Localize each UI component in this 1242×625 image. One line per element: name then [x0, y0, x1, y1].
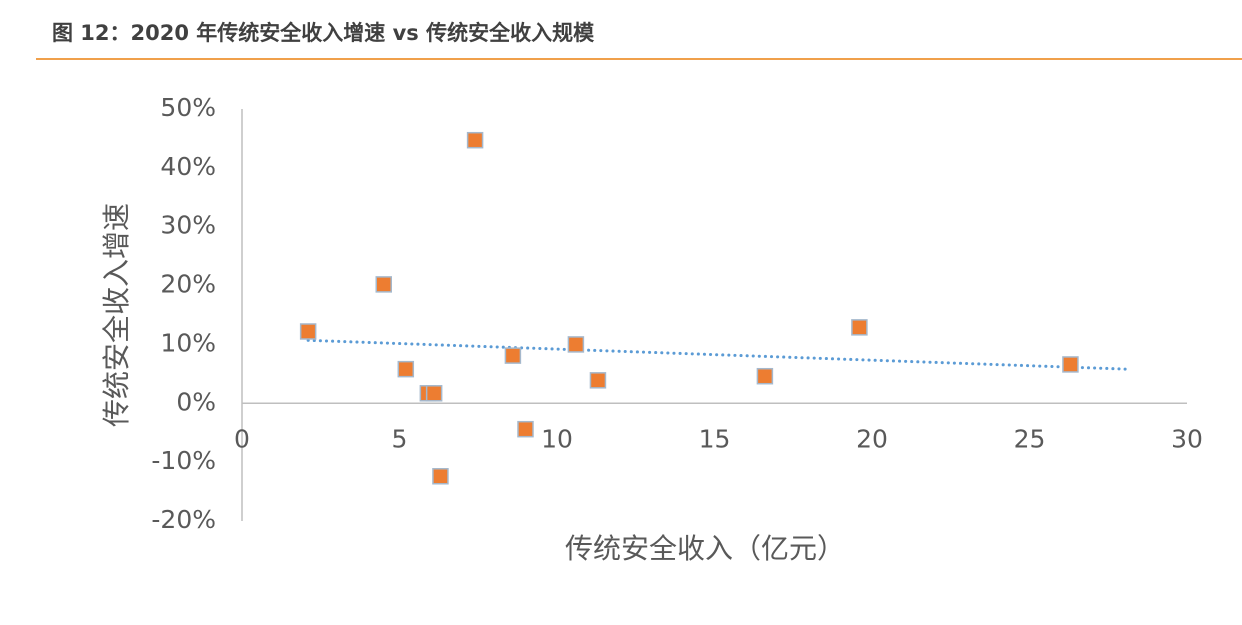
scatter-point	[1062, 356, 1079, 373]
y-axis-title: 传统安全收入增速	[100, 203, 133, 427]
trendline	[306, 338, 1129, 371]
y-tick-label: 20%	[160, 270, 216, 299]
scatter-point	[299, 323, 317, 340]
x-tick-label: 20	[856, 424, 888, 453]
x-tick-label: 0	[234, 424, 250, 453]
x-tick-label: 30	[1171, 424, 1203, 453]
scatter-point	[756, 367, 774, 385]
y-tick-label: -20%	[151, 505, 216, 534]
y-tick-label: 0%	[176, 387, 216, 416]
x-tick-label: 25	[1014, 424, 1046, 453]
scatter-point	[466, 131, 484, 149]
x-tick-label: 15	[699, 424, 731, 453]
scatter-point	[425, 385, 443, 402]
x-axis-title: 传统安全收入（亿元）	[565, 532, 845, 565]
chart-title: 图 12：2020 年传统安全收入增速 vs 传统安全收入规模	[52, 21, 595, 45]
y-tick-label: 30%	[160, 211, 216, 240]
scatter-point	[589, 372, 607, 389]
scatter-point	[567, 336, 585, 353]
y-tick-label: 40%	[160, 152, 216, 181]
y-tick-label: 10%	[160, 328, 216, 357]
y-tick-label: 50%	[160, 93, 216, 122]
y-tick-label: -10%	[151, 446, 216, 475]
x-tick-label: 5	[392, 424, 408, 453]
scatter-point	[432, 468, 449, 485]
scatter-point	[397, 360, 415, 378]
scatter-point	[851, 319, 868, 336]
scatter-point	[517, 420, 534, 438]
x-tick-label: 10	[541, 424, 573, 453]
scatter-point	[504, 347, 522, 364]
scatter-point	[375, 276, 392, 293]
